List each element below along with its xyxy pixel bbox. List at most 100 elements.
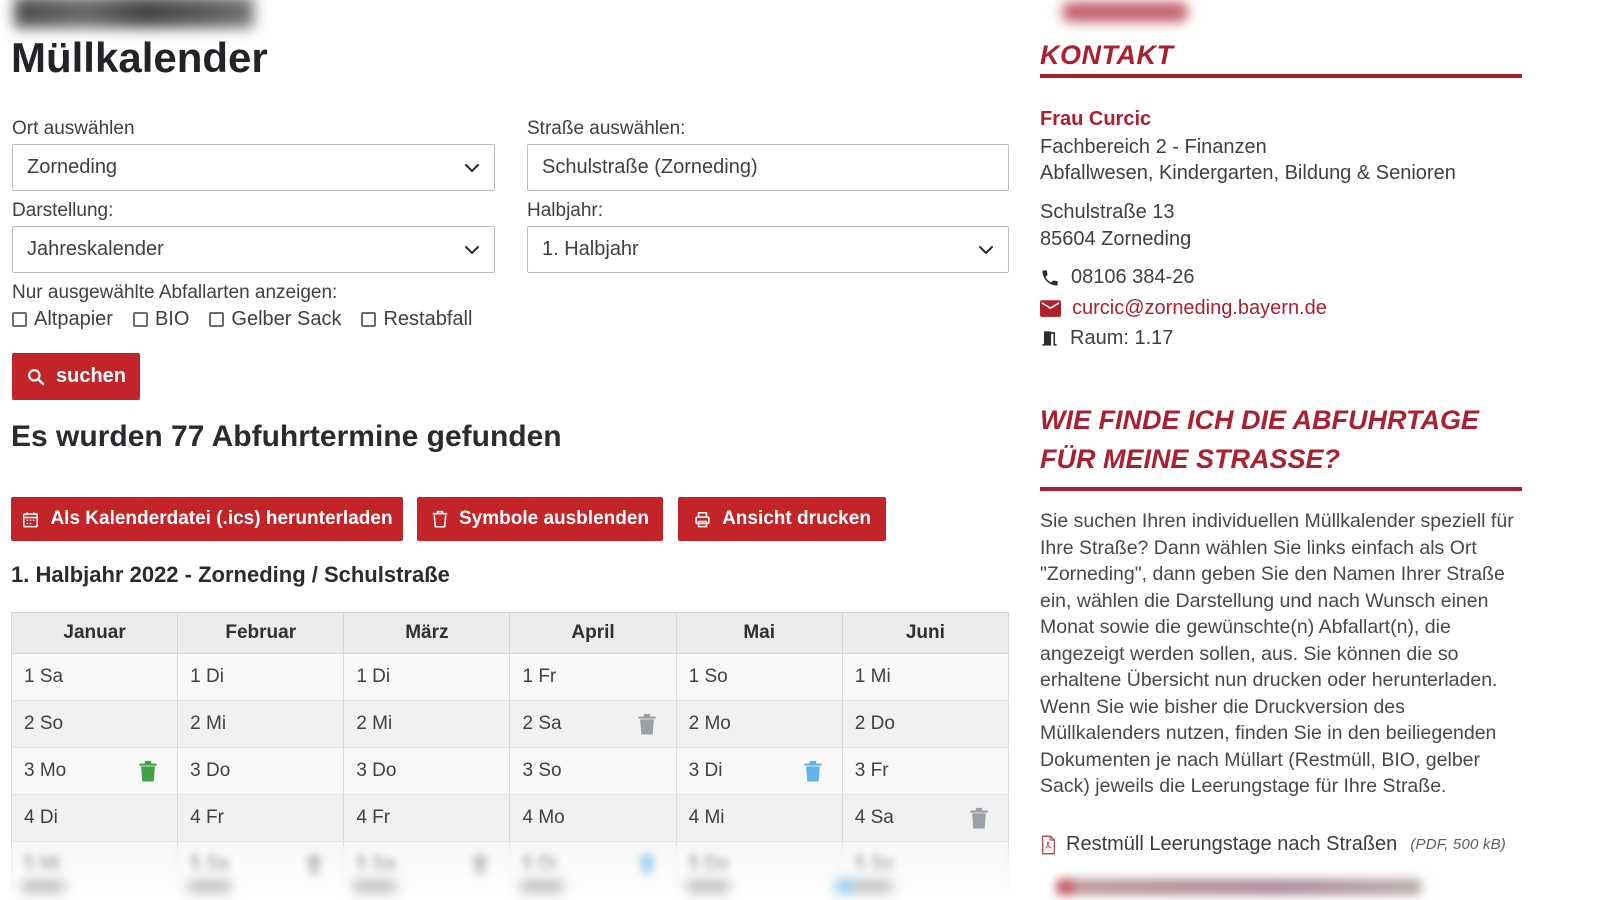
darstellung-select[interactable]: Jahreskalender	[12, 226, 495, 273]
calendar-cell: 4 Mo	[509, 794, 677, 842]
download-ics-button[interactable]: Als Kalenderdatei (.ics) herunterladen	[11, 497, 403, 541]
gelber-sack-checkbox[interactable]	[209, 312, 225, 327]
month-header: Januar	[11, 612, 179, 654]
calendar-date: 1 So	[688, 666, 728, 687]
checkbox-bio[interactable]: BIO	[132, 308, 190, 331]
calendar-date: 4 Fr	[190, 807, 224, 828]
calendar-subheading: 1. Halbjahr 2022 - Zorneding / Schulstra…	[11, 562, 450, 587]
contact-email-link[interactable]: curcic@zorneding.bayern.de	[1072, 297, 1327, 319]
print-view-button[interactable]: Ansicht drucken	[678, 497, 886, 541]
checkbox-restabfall[interactable]: Restabfall	[361, 308, 472, 331]
calendar-date: 2 Mi	[356, 713, 393, 734]
halbjahr-select[interactable]: 1. Halbjahr	[527, 226, 1009, 273]
faq-text: Sie suchen Ihren individuellen Müllkalen…	[1040, 510, 1514, 797]
calendar-row: 3 Mo 3 Do 3 Do 3 So 3 Di 3 Fr	[11, 747, 1009, 795]
calendar-row: 5 Mi 5 Sa 5 Sa 5 Di 5 Do 5 So	[11, 841, 1009, 889]
printer-icon	[693, 510, 712, 529]
calendar-cell: 1 So	[676, 653, 843, 701]
gray-trash-icon	[968, 806, 990, 830]
envelope-icon	[1040, 300, 1061, 317]
strasse-input-value: Schulstraße (Zorneding)	[542, 156, 758, 178]
download-ics-label: Als Kalenderdatei (.ics) herunterladen	[50, 508, 393, 529]
darstellung-select-value: Jahreskalender	[27, 238, 164, 260]
calendar-date: 4 Mo	[522, 807, 565, 828]
calendar-date: 3 Do	[190, 760, 231, 781]
calendar-cell: 5 Sa	[177, 841, 345, 889]
calendar-date: 3 Fr	[854, 760, 889, 781]
results-heading: Es wurden 77 Abfuhrtermine gefunden	[11, 420, 562, 453]
month-header: April	[509, 612, 677, 654]
kontakt-heading: KONTAKT	[1040, 40, 1174, 70]
strasse-input[interactable]: Schulstraße (Zorneding)	[527, 144, 1009, 191]
checkbox-gelber-sack[interactable]: Gelber Sack	[209, 308, 341, 331]
calendar-date: 4 Fr	[356, 807, 391, 828]
blue-trash-icon	[802, 759, 824, 783]
bio-checkbox[interactable]	[132, 312, 148, 327]
month-header: Juni	[842, 612, 1009, 654]
door-icon	[1040, 329, 1059, 348]
calendar-date: 2 Mi	[190, 713, 227, 734]
page-title: Müllkalender	[11, 34, 268, 81]
chevron-down-icon	[464, 245, 480, 255]
calendar-date: 4 Di	[24, 807, 58, 828]
contact-dept2: Abfallwesen, Kindergarten, Bildung & Sen…	[1040, 162, 1456, 184]
calendar-cell: 1 Di	[343, 653, 511, 701]
ort-select-value: Zorneding	[27, 156, 118, 178]
hide-symbols-label: Symbole ausblenden	[458, 508, 650, 529]
calendar-date: 5 Do	[688, 854, 729, 875]
print-view-label: Ansicht drucken	[722, 508, 871, 529]
calendar-date: 3 Do	[356, 760, 397, 781]
calendar-cell: 1 Di	[177, 653, 345, 701]
calendar-cell: 4 Mi	[676, 794, 843, 842]
calendar-date: 1 Sa	[24, 666, 64, 687]
checkbox-label: BIO	[154, 308, 190, 330]
calendar-cell: 2 Mi	[343, 700, 511, 748]
search-button-label: suchen	[55, 365, 127, 387]
calendar-cell: 1 Sa	[11, 653, 179, 701]
pdf-link-blurred	[1056, 879, 1422, 895]
hide-symbols-button[interactable]: Symbole ausblenden	[417, 497, 663, 541]
altpapier-checkbox[interactable]	[12, 312, 27, 327]
calendar-cell: 5 So	[842, 841, 1009, 889]
site-logo-blurred	[14, 0, 254, 28]
calendar-date: 5 Di	[522, 854, 557, 875]
calendar-icon	[21, 510, 40, 529]
calendar-cell: 5 Di	[509, 841, 677, 889]
month-header: Mai	[676, 612, 843, 654]
contact-phone[interactable]: 08106 384-26	[1071, 266, 1195, 288]
pdf-icon	[1040, 835, 1057, 855]
search-button[interactable]: suchen	[12, 353, 140, 400]
contact-name: Frau Curcic	[1040, 108, 1152, 130]
pdf-link[interactable]: Restmüll Leerungstage nach Straßen	[1066, 833, 1398, 855]
calendar-header-row: Januar Februar März April Mai Juni	[11, 612, 1009, 654]
calendar-date: 2 Mo	[688, 713, 731, 734]
checkbox-label: Restabfall	[383, 308, 473, 330]
calendar-cell: 2 Sa	[509, 700, 677, 748]
month-header: März	[343, 612, 511, 654]
chevron-down-icon	[978, 245, 994, 255]
green-trash-icon	[137, 759, 159, 783]
calendar-cell: 4 Di	[11, 794, 179, 842]
calendar-cell: 3 So	[509, 747, 677, 795]
calendar-cell: 5 Sa	[343, 841, 511, 889]
ort-select[interactable]: Zorneding	[12, 144, 495, 191]
calendar-cell: 3 Fr	[842, 747, 1009, 795]
month-header: Februar	[177, 612, 345, 654]
calendar-cell: 2 Do	[842, 700, 1009, 748]
calendar-date: 2 So	[24, 713, 64, 734]
calendar-date: 4 Mi	[688, 807, 725, 828]
calendar-cell: 5 Do	[676, 841, 843, 889]
calendar-wrap: Januar Februar März April Mai Juni 1 Sa 1 Di 1 …	[11, 612, 1009, 900]
restabfall-checkbox[interactable]	[361, 312, 377, 327]
blue-trash-icon	[636, 853, 658, 877]
calendar-date: 1 Di	[190, 666, 224, 687]
calendar-date: 5 So	[854, 854, 894, 875]
checkbox-altpapier[interactable]: Altpapier	[12, 308, 113, 331]
calendar-date: 3 Di	[688, 760, 723, 781]
contact-dept1: Fachbereich 2 - Finanzen	[1040, 136, 1267, 158]
checkbox-label: Gelber Sack	[231, 308, 342, 330]
calendar-cell: 4 Fr	[343, 794, 511, 842]
calendar-cell: 4 Sa	[842, 794, 1009, 842]
darstellung-label: Darstellung:	[12, 200, 114, 221]
calendar-date: 1 Mi	[854, 666, 891, 687]
